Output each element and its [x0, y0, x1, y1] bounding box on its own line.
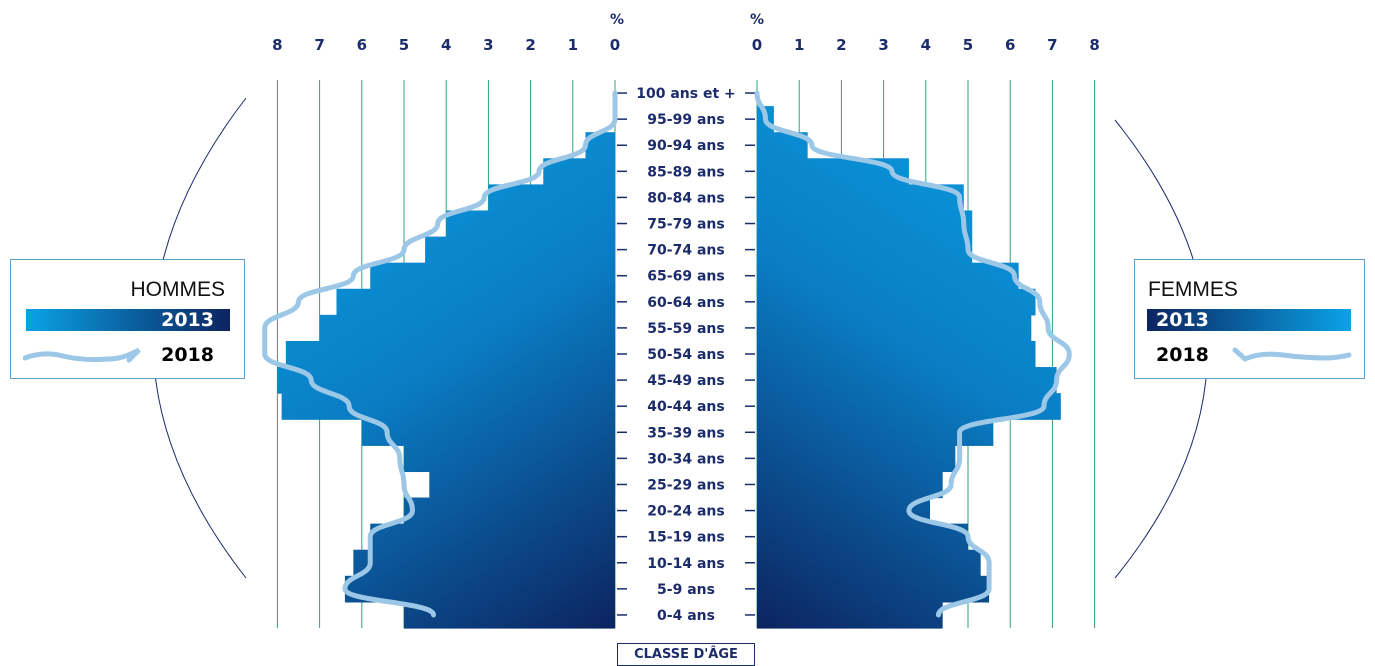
age-label: 80-84 ans — [647, 190, 724, 206]
bar-femmes-2013-13 — [757, 262, 1019, 290]
x-tick-right-7: 7 — [1047, 36, 1057, 54]
bar-femmes-2013-3 — [757, 523, 968, 551]
bar-femmes-2013-14 — [757, 236, 973, 264]
x-tick-left-8: 8 — [272, 36, 282, 54]
bar-hommes-2013-14 — [425, 236, 615, 264]
age-label: 45-49 ans — [647, 373, 724, 389]
bar-femmes-2013-12 — [757, 288, 1036, 316]
age-label: 10-14 ans — [647, 556, 724, 572]
legend-hommes: HOMMES 2013 2018 — [10, 259, 245, 379]
age-label: 75-79 ans — [647, 217, 724, 233]
age-label: 30-34 ans — [647, 451, 724, 467]
legend-hommes-year-line: 2018 — [161, 344, 214, 366]
x-tick-right-8: 8 — [1089, 36, 1099, 54]
age-label: 0-4 ans — [657, 608, 715, 624]
line-hommes-2018 — [262, 90, 618, 618]
percent-label-left: % — [610, 12, 624, 28]
bar-femmes-2013-5 — [757, 471, 943, 499]
bar-femmes-2013-17 — [757, 158, 909, 185]
x-tick-right-1: 1 — [794, 36, 804, 54]
legend-hommes-line-swatch — [23, 347, 141, 363]
x-tick-right-5: 5 — [963, 36, 973, 54]
legend-hommes-title: HOMMES — [130, 278, 226, 301]
age-label: 5-9 ans — [657, 582, 715, 598]
x-tick-right-3: 3 — [878, 36, 888, 54]
age-label: 95-99 ans — [647, 112, 724, 128]
age-label: 60-64 ans — [647, 295, 724, 311]
age-label: 25-29 ans — [647, 477, 724, 493]
bar-hommes-2013-13 — [370, 262, 615, 290]
bar-hommes-2013-11 — [319, 314, 615, 342]
age-label: 35-39 ans — [647, 425, 724, 441]
x-tick-right-2: 2 — [836, 36, 846, 54]
bar-femmes-2013-1 — [757, 575, 990, 603]
bar-femmes-2013-7 — [757, 419, 994, 446]
bar-femmes-2013-16 — [757, 184, 964, 212]
bar-hommes-2013-7 — [361, 419, 615, 446]
x-tick-left-1: 1 — [568, 36, 578, 54]
bar-femmes-2013-0 — [757, 601, 943, 629]
x-tick-right-4: 4 — [921, 36, 931, 54]
bar-hommes-2013-1 — [344, 575, 615, 603]
bar-hommes-2013-5 — [429, 471, 615, 499]
bar-hommes-2013-4 — [404, 497, 615, 525]
x-tick-right-0: 0 — [752, 36, 762, 54]
bar-hommes-2013-16 — [488, 184, 615, 212]
bar-hommes-2013-15 — [446, 210, 615, 238]
age-label: 40-44 ans — [647, 399, 724, 415]
x-tick-left-3: 3 — [483, 36, 493, 54]
legend-hommes-bar-swatch — [26, 309, 230, 331]
bar-femmes-2013-4 — [757, 497, 931, 525]
legend-femmes-line-swatch — [1232, 347, 1352, 362]
bar-femmes-2013-2 — [757, 549, 981, 577]
bar-hommes-2013-3 — [370, 523, 615, 551]
bar-hommes-2013-8 — [281, 393, 615, 420]
age-label: 55-59 ans — [647, 321, 724, 337]
line-femmes-2018 — [754, 90, 1072, 618]
x-tick-left-2: 2 — [525, 36, 535, 54]
age-label: 20-24 ans — [647, 504, 724, 520]
percent-label-right: % — [750, 12, 764, 28]
bar-femmes-2013-10 — [757, 340, 1036, 368]
legend-femmes-bar-swatch — [1147, 309, 1351, 331]
age-label: 65-69 ans — [647, 269, 724, 285]
bar-hommes-2013-0 — [404, 601, 615, 629]
age-axis-title: CLASSE D'ÂGE — [617, 643, 755, 666]
age-label: 50-54 ans — [647, 347, 724, 363]
age-label: 100 ans et + — [636, 86, 736, 102]
age-label: 15-19 ans — [647, 530, 724, 546]
x-tick-left-0: 0 — [610, 36, 620, 54]
bar-hommes-2013-9 — [277, 367, 615, 394]
age-label: 70-74 ans — [647, 243, 724, 259]
bar-femmes-2013-15 — [757, 210, 973, 238]
x-tick-left-5: 5 — [399, 36, 409, 54]
legend-hommes-year-bar: 2013 — [161, 309, 214, 331]
legend-femmes-title: FEMMES — [1148, 278, 1238, 301]
x-tick-left-7: 7 — [314, 36, 324, 54]
bar-femmes-2013-11 — [757, 314, 1032, 342]
x-tick-left-6: 6 — [357, 36, 367, 54]
bar-femmes-2013-6 — [757, 445, 956, 473]
bar-femmes-2013-9 — [757, 367, 1057, 394]
bar-hommes-2013-12 — [336, 288, 615, 316]
bar-hommes-2013-6 — [404, 445, 615, 473]
age-label: 85-89 ans — [647, 164, 724, 180]
bar-hommes-2013-2 — [353, 549, 615, 577]
legend-femmes-year-line: 2018 — [1156, 344, 1209, 366]
age-label: 90-94 ans — [647, 138, 724, 154]
bar-hommes-2013-10 — [285, 340, 615, 368]
x-tick-left-4: 4 — [441, 36, 451, 54]
x-tick-right-6: 6 — [1005, 36, 1015, 54]
legend-femmes: FEMMES 2013 2018 — [1134, 259, 1365, 379]
legend-femmes-year-bar: 2013 — [1156, 309, 1209, 331]
